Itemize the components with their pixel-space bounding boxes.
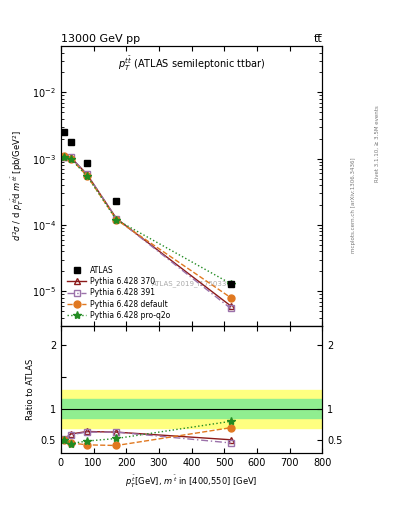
Line: ATLAS: ATLAS xyxy=(61,129,234,287)
Y-axis label: $d^2\sigma$ / d $p_T^{\,t\bar{t}}$d $m^{\,t\bar{t}}$ [pb/GeV$^2$]: $d^2\sigma$ / d $p_T^{\,t\bar{t}}$d $m^{… xyxy=(10,131,26,241)
Text: ATLAS_2019_I1750330: ATLAS_2019_I1750330 xyxy=(152,281,231,287)
Text: Rivet 3.1.10, ≥ 3.5M events: Rivet 3.1.10, ≥ 3.5M events xyxy=(375,105,380,182)
ATLAS xyxy=(228,281,233,287)
X-axis label: $p_T^{\,\bar{t}}$[GeV], $m^{\,\bar{t}}$ in [400,550] [GeV]: $p_T^{\,\bar{t}}$[GeV], $m^{\,\bar{t}}$ … xyxy=(125,474,258,489)
Legend: ATLAS, Pythia 6.428 370, Pythia 6.428 391, Pythia 6.428 default, Pythia 6.428 pr: ATLAS, Pythia 6.428 370, Pythia 6.428 39… xyxy=(65,263,173,322)
ATLAS xyxy=(62,129,66,135)
Bar xyxy=(61,390,322,428)
Bar xyxy=(61,399,322,418)
Text: tt̅: tt̅ xyxy=(314,34,322,44)
ATLAS xyxy=(68,139,73,145)
Text: 13000 GeV pp: 13000 GeV pp xyxy=(61,34,140,44)
Text: mcplots.cern.ch [arXiv:1306.3436]: mcplots.cern.ch [arXiv:1306.3436] xyxy=(351,157,356,252)
ATLAS xyxy=(85,160,90,166)
Text: $p_T^{t\bar{t}}$ (ATLAS semileptonic ttbar): $p_T^{t\bar{t}}$ (ATLAS semileptonic ttb… xyxy=(118,54,265,73)
ATLAS xyxy=(114,198,119,204)
Y-axis label: Ratio to ATLAS: Ratio to ATLAS xyxy=(26,359,35,420)
